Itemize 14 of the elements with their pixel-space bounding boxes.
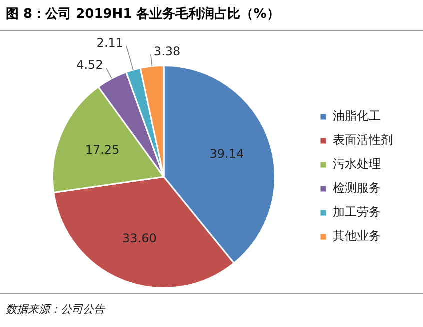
legend-label: 油脂化工 [333, 109, 381, 124]
data-label: 39.14 [210, 146, 244, 161]
chart-title: 图 8：公司 2019H1 各业务毛利润占比（%） [0, 0, 423, 31]
legend-label: 表面活性剂 [333, 133, 393, 148]
data-label: 2.11 [96, 36, 124, 50]
source-note: 数据来源：公司公告 [6, 302, 106, 317]
data-label: 33.60 [122, 231, 157, 246]
data-label: 4.52 [76, 58, 104, 72]
legend-label: 加工劳务 [333, 205, 381, 220]
legend-label: 检测服务 [333, 181, 381, 196]
legend-label: 污水处理 [333, 157, 381, 172]
data-label: 17.25 [85, 143, 120, 158]
data-label: 3.38 [154, 44, 181, 59]
legend-label: 其他业务 [333, 229, 381, 244]
